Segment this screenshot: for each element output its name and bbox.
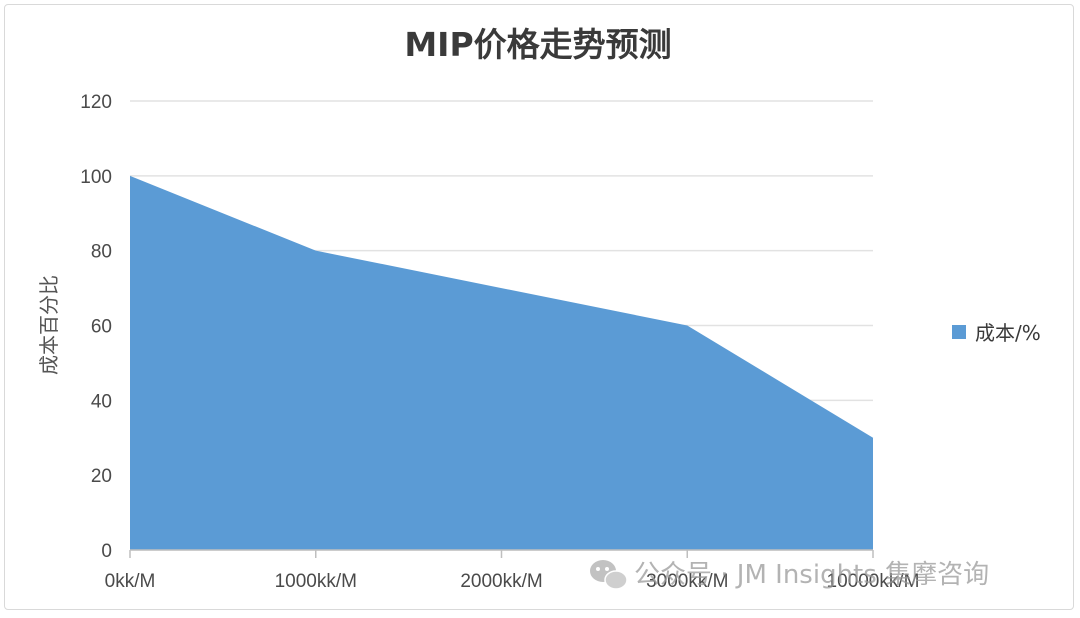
legend-label: 成本/% [975, 321, 1041, 345]
y-tick-label: 120 [80, 92, 112, 113]
y-axis-label: 成本百分比 [37, 275, 61, 375]
y-axis-ticks: 0 20 40 60 80 100 120 [80, 92, 112, 562]
y-tick-label: 0 [101, 541, 112, 562]
x-tick-label: 2000kk/M [460, 571, 542, 592]
y-tick-label: 80 [91, 242, 112, 263]
x-tick-label: 1000kk/M [275, 571, 357, 592]
watermark: 公众号 · JM Insights 集摩咨询 [590, 560, 989, 590]
y-tick-label: 60 [91, 317, 112, 338]
legend: 成本/% [952, 321, 1041, 345]
wechat-icon [590, 560, 627, 589]
y-tick-label: 100 [80, 167, 112, 188]
y-tick-label: 40 [91, 391, 112, 412]
y-tick-label: 20 [91, 466, 112, 487]
x-tick-label: 0kk/M [105, 571, 156, 592]
chart-title: MIP价格走势预测 [404, 25, 671, 64]
area-fill [130, 176, 873, 550]
legend-swatch [952, 325, 966, 339]
area-series [130, 176, 873, 550]
x-axis [130, 550, 873, 558]
watermark-text: 公众号 · JM Insights 集摩咨询 [634, 560, 989, 590]
